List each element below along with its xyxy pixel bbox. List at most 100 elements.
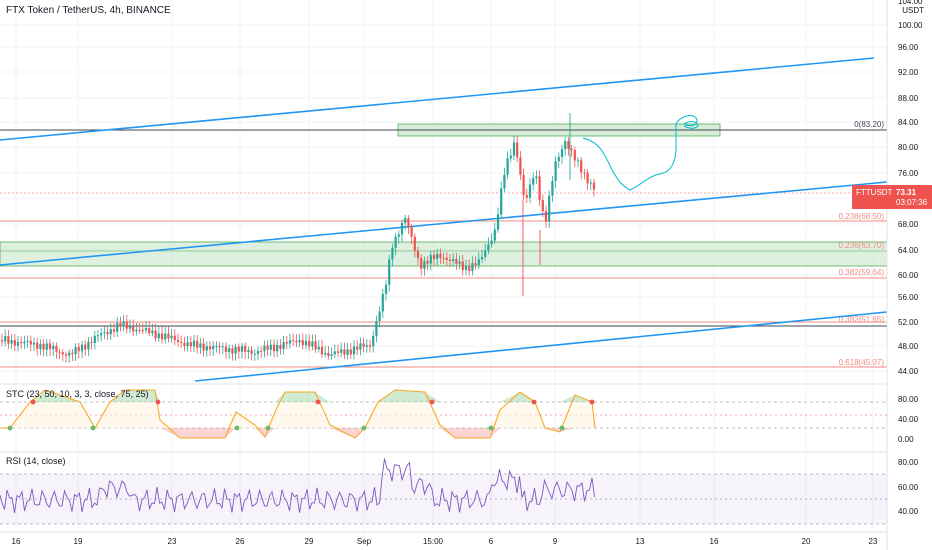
price-axis-unit: USDT [902, 6, 924, 15]
fib-lines [0, 220, 887, 368]
candle-body [77, 346, 80, 352]
candle-body [231, 348, 234, 354]
price-tick: 48.00 [898, 342, 919, 351]
candle-body [388, 259, 391, 285]
price-tick: 92.00 [898, 68, 919, 77]
price-tick: 56.00 [898, 293, 919, 302]
candle-body [445, 257, 448, 260]
candle-body [215, 345, 218, 347]
candle-body [356, 346, 359, 350]
candle-body [192, 340, 196, 347]
stc-signal-dot [265, 425, 271, 431]
candle-body [45, 343, 48, 350]
candle-body [573, 150, 576, 161]
stc-line[interactable] [0, 389, 596, 439]
candle-body [285, 342, 288, 344]
candle-body [173, 335, 176, 341]
candle-body [423, 260, 426, 269]
price-tick: 68.00 [898, 220, 919, 229]
chart-title[interactable]: FTX Token / TetherUS, 4h, BINANCE [6, 5, 171, 16]
rsi-band [0, 474, 887, 524]
candle-body [125, 321, 128, 329]
candle-body [512, 142, 516, 156]
symbol-price-badge[interactable]: FTTUSDT 73.31 03:07:36 [852, 185, 932, 209]
stc-indicator-label[interactable]: STC (23, 50, 10, 3, 3, close, 75, 25) [6, 389, 149, 399]
candle-body [384, 284, 388, 294]
candle-body [330, 354, 333, 357]
badge-symbol: FTTUSDT [856, 188, 893, 197]
stc-signal-dot [315, 399, 321, 405]
candle-body [87, 341, 90, 350]
candle-body [452, 259, 455, 262]
candle-body [183, 343, 186, 347]
stc-overbought-fill [0, 390, 595, 402]
price-tick: 44.00 [898, 367, 919, 376]
candle-body [29, 340, 32, 345]
middle-channel-line[interactable] [0, 181, 888, 266]
upper-channel-line[interactable] [0, 57, 875, 141]
candle-body [413, 236, 416, 251]
price-tick: 60.00 [898, 271, 919, 280]
projection-path[interactable] [582, 115, 699, 191]
candle-body [349, 349, 352, 355]
fib-labels: 0(83.20) 0.236(68.50) 0.236(63.70) 0.382… [839, 120, 885, 367]
lower-channel-line[interactable] [194, 311, 888, 382]
candle-body [256, 350, 260, 354]
candle-body [122, 321, 125, 327]
candle-body [196, 340, 199, 348]
time-tick: 15:00 [423, 537, 444, 546]
candle-body [320, 346, 324, 355]
fib-label: 0.236(63.70) [839, 241, 885, 250]
candle-body [493, 229, 496, 241]
candle-body [116, 323, 119, 332]
candle-body [509, 155, 512, 159]
candle-body [180, 342, 183, 344]
candle-body [468, 266, 471, 271]
stc-tick: 40.00 [898, 415, 919, 424]
price-tick: 84.00 [898, 118, 919, 127]
candle-body [61, 352, 64, 355]
badge-price: 73.31 [896, 188, 917, 197]
candle-body [500, 188, 503, 215]
rsi-line[interactable] [0, 458, 595, 513]
price-axis[interactable]: USDT 104.00 100.00 96.00 92.00 88.00 84.00 80.… [886, 0, 924, 550]
candle-body [269, 344, 272, 350]
candle-body [535, 176, 538, 179]
candle-body [519, 157, 522, 175]
candle-body [391, 247, 394, 260]
candle-body [228, 348, 231, 352]
candle-body [516, 142, 519, 158]
candle-body [583, 172, 586, 174]
candle-body [109, 329, 112, 335]
candle-body [346, 349, 349, 355]
candle-body [64, 354, 68, 356]
candle-body [461, 261, 464, 271]
candle-body [39, 343, 42, 349]
candle-body [311, 341, 314, 347]
candle-body [10, 340, 13, 344]
time-tick: 23 [869, 537, 878, 546]
stc-signal-dot [155, 399, 161, 405]
candle-body [580, 160, 583, 173]
candle-body [247, 350, 250, 352]
candle-body [295, 340, 298, 343]
candle-body [400, 222, 404, 235]
candle-body [208, 346, 212, 350]
stc-signal-dot [361, 425, 367, 431]
rsi-tick: 60.00 [898, 483, 919, 492]
candle-body [138, 329, 141, 331]
time-tick: 16 [12, 537, 21, 546]
fib-label: 0.382(51.65) [839, 315, 885, 324]
candle-body [7, 336, 10, 344]
price-tick: 80.00 [898, 143, 919, 152]
candle-body [84, 344, 87, 350]
candle-body [292, 340, 295, 342]
candle-body [557, 156, 560, 162]
candle-body [90, 341, 93, 344]
candle-body [279, 344, 282, 350]
time-tick: 9 [553, 537, 558, 546]
drawing-projection [582, 115, 699, 191]
time-axis[interactable]: 16 19 23 26 29 Sep 15:00 6 9 13 16 20 23 [0, 531, 887, 546]
rsi-indicator-label[interactable]: RSI (14, close) [6, 456, 66, 466]
